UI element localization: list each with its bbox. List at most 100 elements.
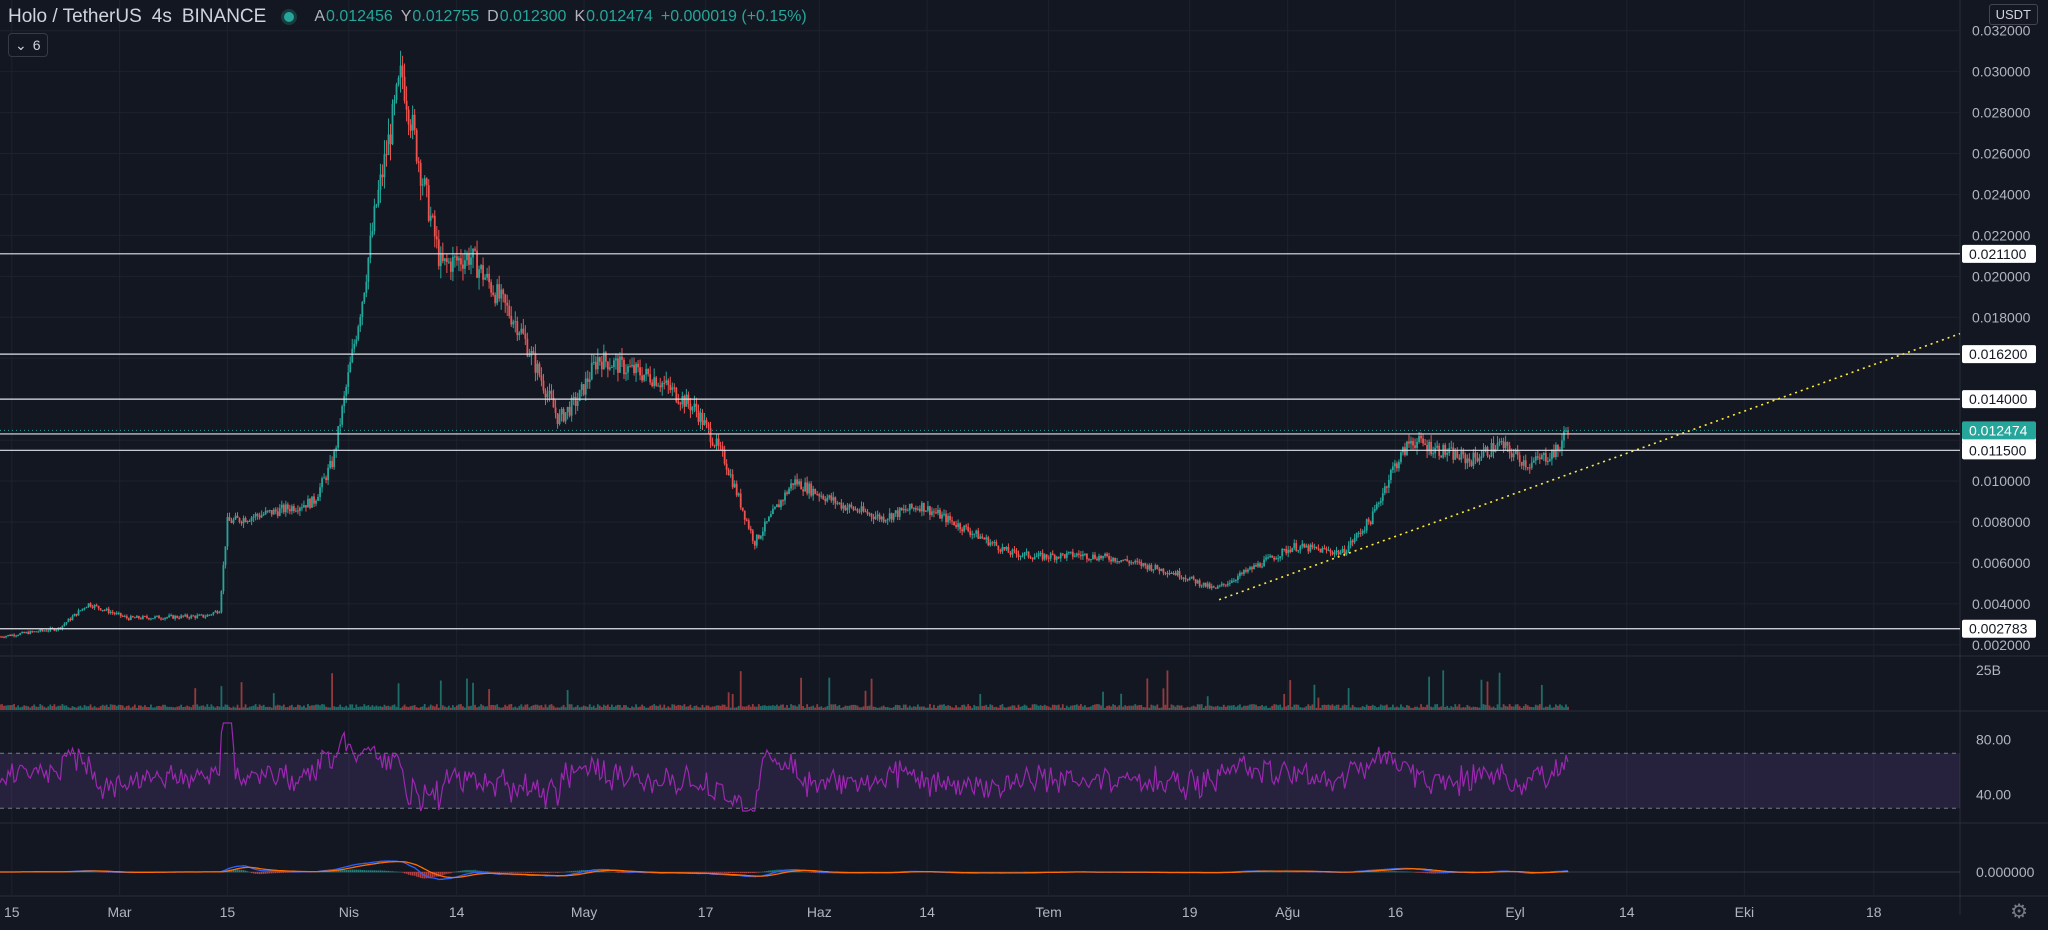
candle-body — [468, 253, 470, 265]
volume-bar — [798, 704, 800, 710]
candle-body — [701, 412, 704, 426]
time-tick-label: 19 — [1182, 904, 1198, 920]
candle-body — [1538, 457, 1541, 460]
candle-body — [226, 517, 229, 547]
candle-body — [749, 528, 752, 531]
volume-bar — [341, 706, 344, 710]
macd-histogram-bar — [260, 872, 263, 875]
candle-body — [617, 358, 619, 373]
volume-bar — [1544, 706, 1547, 710]
volume-bar — [200, 705, 203, 710]
time-axis[interactable]: 15 Mar 15 Nis 14 May 17 Haz 14 Tem 19 Ağu 16 Eyl 14 Eki… — [4, 904, 1882, 920]
gear-icon[interactable]: ⚙ — [2010, 901, 2028, 923]
macd-histogram-bar — [357, 869, 360, 873]
volume-bar — [166, 706, 168, 710]
volume-bar — [210, 704, 213, 710]
candle-body — [1218, 585, 1221, 587]
volume-bar — [550, 704, 553, 710]
candle-body — [955, 525, 957, 527]
volume-bar — [476, 707, 478, 710]
horizontal-levels[interactable] — [0, 253, 1960, 630]
candle-body — [995, 542, 998, 546]
volume-bar — [818, 707, 821, 710]
candle-body — [1061, 553, 1064, 555]
candle-body — [490, 282, 493, 293]
candle-body — [1540, 455, 1543, 460]
candle-body — [240, 521, 243, 524]
candle-body — [172, 615, 175, 619]
candle-body — [47, 630, 50, 632]
candle-body — [1446, 453, 1449, 455]
candle-body — [61, 625, 64, 629]
candle-body — [313, 496, 315, 504]
candle-body — [770, 514, 772, 517]
candle-body — [1228, 582, 1231, 584]
interval[interactable]: 4s — [151, 6, 172, 27]
volume-bar — [977, 706, 980, 710]
macd-histogram-bar — [278, 872, 281, 874]
candle-body — [810, 483, 813, 496]
volume-bar — [121, 705, 124, 710]
candle-body — [772, 508, 774, 515]
volume-bar — [681, 705, 684, 710]
volume-bar — [667, 706, 670, 710]
candle-body — [292, 506, 295, 512]
volume-bar — [180, 704, 183, 710]
volume-bar — [152, 707, 154, 710]
volume-bar — [1434, 704, 1437, 710]
candle-body — [176, 615, 179, 618]
trendline[interactable] — [1218, 332, 1961, 601]
macd-histogram-bar — [552, 872, 555, 873]
candle-body — [689, 403, 692, 411]
volume-bar — [496, 704, 499, 710]
candle-body — [707, 423, 710, 428]
volume-bar — [590, 706, 593, 710]
currency-label[interactable]: USDT — [1988, 4, 2038, 25]
volume-bar — [822, 707, 825, 710]
volume-bar — [812, 705, 815, 710]
macd-histogram-bar — [385, 870, 388, 873]
macd-histogram-bar — [337, 870, 339, 873]
volume-bar — [327, 707, 329, 710]
volume-bar — [1245, 705, 1247, 710]
volume-bar — [623, 705, 625, 710]
candle-body — [1522, 460, 1525, 466]
volume-bar — [1325, 705, 1328, 710]
volume-bar — [387, 705, 390, 710]
macd-histogram-bar — [464, 870, 466, 873]
candle-body — [802, 489, 805, 492]
indicators-toggle-button[interactable]: ⌄ 6 — [8, 33, 48, 57]
candle-body — [1033, 557, 1036, 560]
candle-body — [1138, 561, 1141, 563]
volume-bar — [454, 707, 456, 710]
macd-histogram-bar — [1416, 872, 1418, 873]
candle-body — [580, 384, 583, 390]
volume-bar — [1381, 705, 1384, 710]
volume-bar — [401, 706, 404, 710]
candle-body — [1057, 556, 1060, 559]
volume-bar — [1557, 705, 1559, 710]
candle-body — [1353, 538, 1356, 543]
volume-bar — [572, 707, 575, 710]
volume-bar — [955, 705, 957, 710]
candle-body — [184, 614, 187, 617]
macd-histogram-bar — [1404, 871, 1406, 873]
candle-body — [1351, 540, 1354, 543]
volume-bar — [1516, 704, 1519, 710]
volume-bar — [1398, 707, 1400, 710]
price-axis[interactable]: 0.0020000.0040000.0060000.0080000.010000… — [1962, 23, 2036, 880]
volume-bar — [1502, 704, 1505, 710]
symbol-title[interactable]: Holo / TetherUS — [8, 6, 142, 27]
macd-histogram-bar — [339, 870, 341, 873]
volume-bar — [1150, 704, 1153, 710]
volume-bar — [492, 704, 495, 710]
volume-bar — [240, 682, 243, 710]
candle-body — [755, 534, 758, 546]
volume-bar — [719, 705, 722, 710]
volume-bar — [144, 705, 146, 710]
candle-body — [299, 507, 301, 511]
macd-histogram-bar — [391, 871, 394, 873]
candle-body — [460, 258, 462, 265]
volume-bar — [33, 704, 36, 710]
